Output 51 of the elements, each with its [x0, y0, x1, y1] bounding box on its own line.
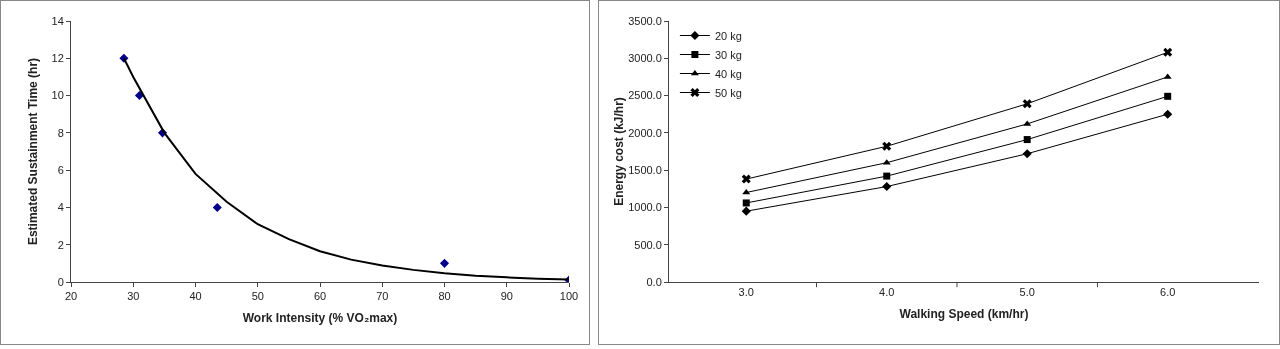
- y-tick-label: 1000.0: [628, 201, 662, 214]
- point: [1163, 109, 1173, 119]
- x-tick-label: 70: [376, 290, 389, 303]
- x-tick-label: 4.0: [879, 286, 895, 299]
- x-axis-title: Work Intensity (% VO₂max): [242, 311, 398, 326]
- y-tick-label: 8: [57, 126, 64, 139]
- y-tick-label: 14: [51, 14, 64, 27]
- point: [439, 258, 450, 268]
- legend-label: 40 kg: [714, 67, 742, 80]
- point: [742, 199, 750, 207]
- y-tick-label: 500.0: [634, 238, 662, 251]
- point: [1164, 92, 1172, 100]
- y-tick-label: 4: [57, 201, 64, 214]
- x-tick-label: 30: [127, 290, 140, 303]
- x-tick-label: 3.0: [738, 286, 754, 299]
- y-tick-label: 12: [51, 52, 64, 65]
- y-tick-label: 6: [57, 163, 64, 176]
- y-axis-title: Energy cost (kJ/hr): [612, 97, 627, 206]
- y-tick-label: 10: [51, 89, 64, 102]
- legend-label: 20 kg: [714, 29, 742, 42]
- y-tick-label: 2: [57, 238, 64, 251]
- legend-label: 30 kg: [714, 48, 742, 61]
- x-tick-label: 50: [251, 290, 264, 303]
- y-tick-label: 3000.0: [628, 52, 662, 65]
- y-tick-label: 3500.0: [628, 14, 662, 27]
- x-tick-label: 40: [189, 290, 202, 303]
- point: [212, 202, 222, 212]
- point: [882, 182, 892, 192]
- x-tick-label: 60: [313, 290, 327, 303]
- y-tick-label: 1500.0: [628, 163, 662, 176]
- y-tick-label: 0.0: [646, 275, 662, 288]
- x-tick-label: 20: [64, 290, 78, 303]
- point: [1022, 99, 1032, 109]
- legend-label: 50 kg: [714, 86, 742, 99]
- point: [1022, 149, 1032, 159]
- point: [741, 174, 751, 184]
- point: [1023, 136, 1031, 144]
- x-tick-label: 90: [500, 290, 513, 303]
- x-tick-label: 6.0: [1160, 286, 1176, 299]
- y-tick-label: 2500.0: [628, 89, 662, 102]
- y-axis-title: Estimated Sustainment Time (hr): [26, 57, 40, 246]
- point: [882, 141, 892, 151]
- point: [741, 206, 751, 216]
- point: [1163, 47, 1173, 57]
- x-tick-label: 5.0: [1019, 286, 1035, 299]
- point: [883, 172, 891, 180]
- x-axis-title: Walking Speed (km/hr): [899, 307, 1029, 322]
- x-tick-label: 100: [559, 290, 579, 303]
- y-tick-label: 0: [57, 275, 64, 288]
- x-tick-label: 80: [438, 290, 451, 303]
- y-tick-label: 2000.0: [628, 126, 662, 139]
